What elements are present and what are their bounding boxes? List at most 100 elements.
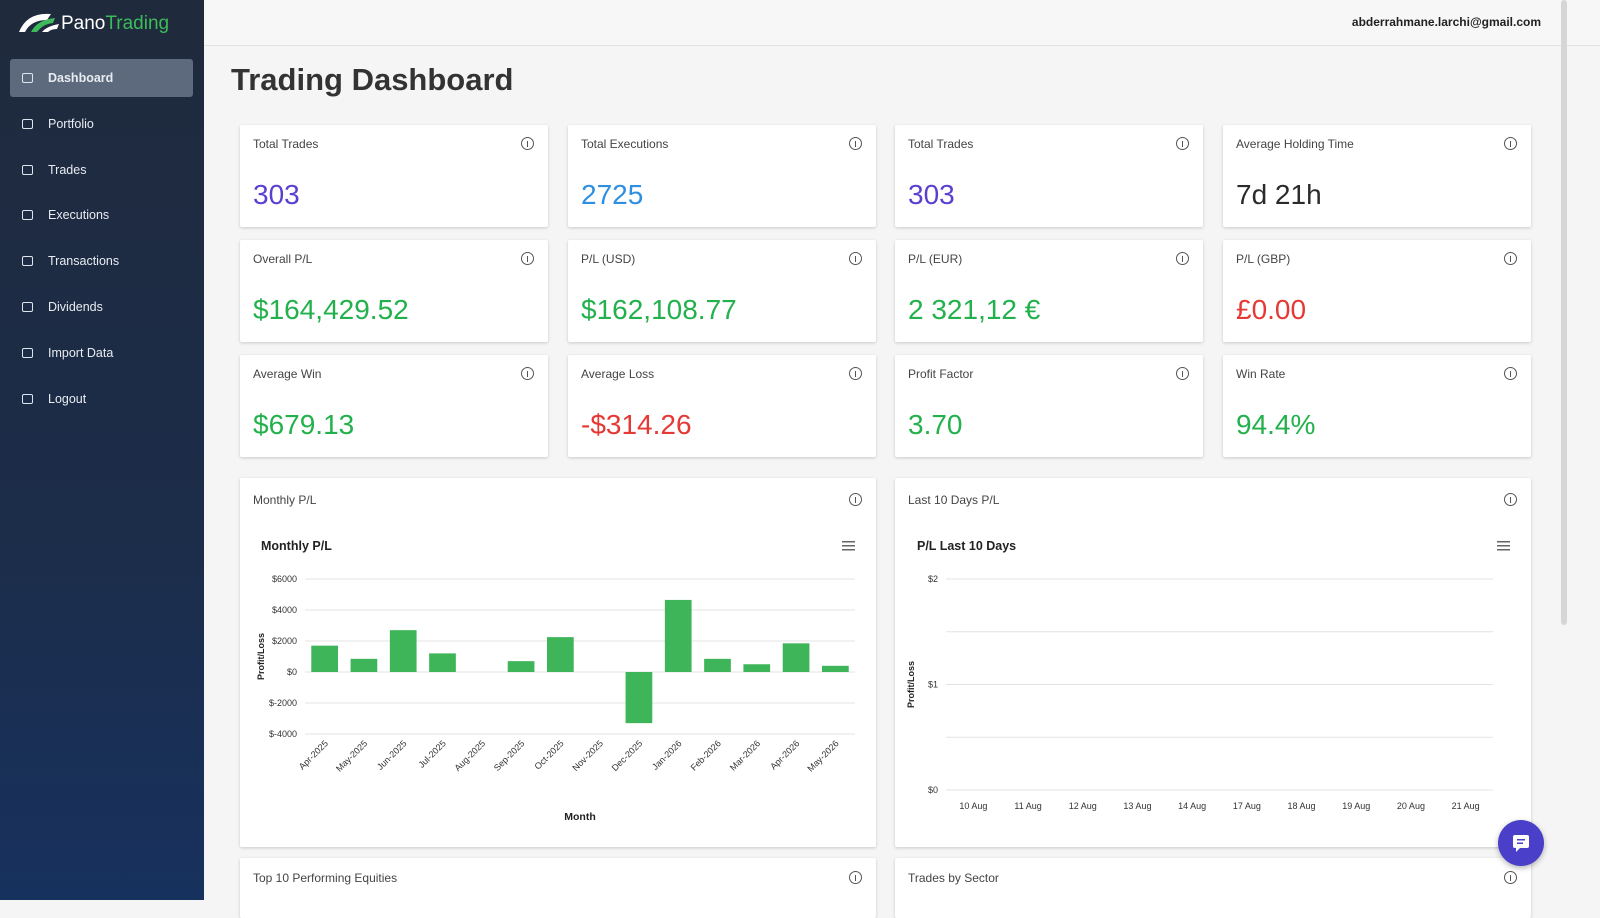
menu-icon	[22, 164, 33, 175]
menu-label: Executions	[48, 208, 110, 223]
card-value: 3.70	[908, 409, 963, 440]
chart-title: P/L Last 10 Days	[917, 539, 1016, 553]
x-tick-label: Nov-2025	[570, 738, 605, 773]
chat-icon	[1513, 835, 1529, 852]
card-value: $164,429.52	[253, 294, 409, 325]
menu-item[interactable]: Dashboard	[10, 59, 193, 97]
chart-panel: Last 10 Days P/L P/L Last 10 Days Profit/L…	[895, 478, 1531, 847]
bar	[704, 658, 731, 672]
menu-item[interactable]: Trades	[10, 151, 193, 189]
x-tick-label: May-2026	[805, 738, 840, 773]
info-icon[interactable]	[849, 367, 862, 380]
info-icon[interactable]	[849, 137, 862, 150]
info-icon[interactable]	[1504, 871, 1517, 884]
y-axis-label: Profit/Loss	[906, 661, 916, 708]
y-tick-label: $1	[928, 680, 938, 690]
menu-item[interactable]: Transactions	[10, 242, 193, 280]
card-value: £0.00	[1236, 294, 1307, 325]
chart-menu[interactable]	[842, 541, 855, 551]
x-tick-label: May-2025	[334, 738, 369, 773]
card-label: Profit Factor	[908, 367, 974, 381]
x-tick-label: Jun-2025	[375, 738, 409, 772]
y-tick-label: $0	[287, 667, 297, 677]
chart-menu[interactable]	[1497, 541, 1510, 551]
info-icon[interactable]	[1176, 367, 1189, 380]
info-icon[interactable]	[1504, 493, 1517, 506]
bar	[507, 661, 535, 672]
menu-label: Trades	[48, 162, 87, 177]
card-label: Total Executions	[581, 137, 669, 151]
user-email[interactable]: abderrahmane.larchi@gmail.com	[1351, 15, 1541, 29]
card-label: Total Trades	[253, 137, 319, 151]
info-icon[interactable]	[1176, 137, 1189, 150]
menu-label: Dashboard	[48, 71, 114, 85]
card-value: 7d 21h	[1236, 179, 1322, 210]
bar	[311, 645, 338, 672]
info-icon[interactable]	[849, 252, 862, 265]
stat-card: P/L (GBP) £0.00	[1223, 240, 1531, 342]
card-value: 303	[908, 179, 955, 210]
card-label: Average Holding Time	[1236, 137, 1354, 151]
info-icon[interactable]	[521, 137, 534, 150]
info-icon[interactable]	[849, 493, 862, 506]
y-tick-label: $-4000	[269, 729, 297, 739]
menu-line	[1497, 541, 1510, 543]
menu-item[interactable]: Dividends	[10, 288, 193, 326]
menu-item[interactable]: Logout	[10, 380, 193, 418]
x-tick-label: Sep-2025	[492, 738, 527, 773]
x-tick-label: 14 Aug	[1178, 801, 1206, 811]
menu-item[interactable]: Import Data	[10, 334, 193, 372]
menu-label: Dividends	[48, 300, 103, 314]
stat-card: P/L (USD) $162,108.77	[568, 240, 876, 342]
bar	[822, 665, 849, 672]
stat-card: Average Loss -$314.26	[568, 355, 876, 457]
bar	[664, 599, 692, 672]
menu-line	[1497, 549, 1510, 551]
y-tick-label: $-2000	[269, 698, 297, 708]
bar	[429, 653, 456, 672]
header: abderrahmane.larchi@gmail.com	[204, 0, 1600, 46]
x-tick-label: 12 Aug	[1069, 801, 1097, 811]
x-tick-label: Jan-2026	[650, 738, 684, 772]
menu-item[interactable]: Portfolio	[10, 105, 193, 143]
card-label: Average Loss	[581, 367, 655, 381]
card-label: P/L (GBP)	[1236, 252, 1291, 266]
panel-label: Top 10 Performing Equities	[253, 871, 398, 885]
bar	[743, 664, 771, 672]
y-tick-label: $6000	[272, 574, 297, 584]
x-tick-label: 13 Aug	[1123, 801, 1151, 811]
bar	[350, 658, 378, 672]
stat-card: Total Executions 2725	[568, 125, 876, 227]
logo-text: PanoTrading	[61, 13, 169, 35]
info-icon[interactable]	[521, 252, 534, 265]
x-axis-label: Month	[564, 811, 596, 823]
stat-card: Average Holding Time 7d 21h	[1223, 125, 1531, 227]
menu-line	[842, 549, 855, 551]
chat-button[interactable]	[1498, 820, 1544, 866]
info-icon[interactable]	[1504, 137, 1517, 150]
info-icon[interactable]	[1504, 367, 1517, 380]
info-icon[interactable]	[521, 367, 534, 380]
menu-icon	[22, 347, 33, 358]
logo-part: Pano	[61, 13, 106, 34]
stat-card: Win Rate 94.4%	[1223, 355, 1531, 457]
x-tick-label: Feb-2026	[689, 738, 723, 772]
info-icon[interactable]	[1176, 252, 1189, 265]
menu-line	[842, 545, 855, 547]
x-tick-label: 18 Aug	[1288, 801, 1316, 811]
y-tick-label: $2	[928, 574, 938, 584]
menu-item[interactable]: Executions	[10, 196, 193, 234]
card-label: Total Trades	[908, 137, 974, 151]
bar	[389, 630, 417, 672]
scrollbar[interactable]	[1561, 0, 1567, 625]
logo-icon	[19, 13, 59, 32]
menu-label: Import Data	[48, 345, 114, 360]
x-tick-label: Aug-2025	[453, 738, 488, 773]
stat-card: Total Trades 303	[240, 125, 548, 227]
panel-label: Trades by Sector	[908, 871, 999, 885]
info-icon[interactable]	[1504, 252, 1517, 265]
x-tick-label: 19 Aug	[1342, 801, 1370, 811]
info-icon[interactable]	[849, 871, 862, 884]
menu-icon	[22, 118, 33, 129]
card-value: $679.13	[253, 409, 355, 440]
